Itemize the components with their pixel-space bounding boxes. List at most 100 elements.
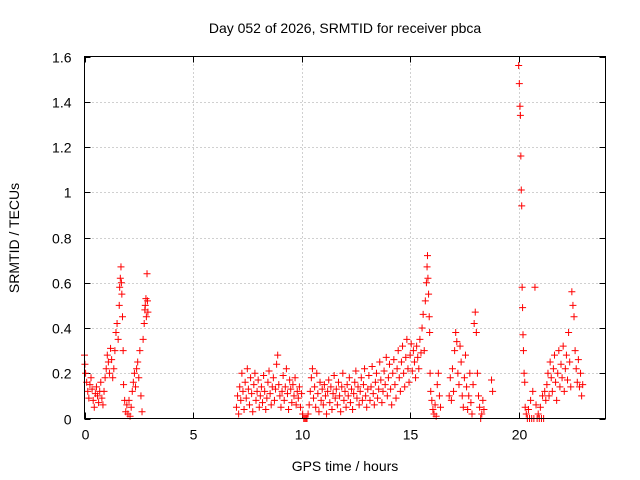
data-point [288, 399, 296, 407]
data-point [338, 383, 346, 391]
data-point [374, 394, 382, 402]
data-point [341, 387, 349, 395]
data-point [368, 362, 376, 370]
data-point [238, 369, 246, 377]
data-point [118, 313, 126, 321]
data-point [291, 374, 299, 382]
y-tick-label: 0.2 [52, 366, 72, 382]
data-point [318, 385, 326, 393]
data-point [355, 401, 363, 409]
data-point [141, 301, 149, 309]
data-point [349, 405, 357, 413]
data-point [103, 351, 111, 359]
data-point [266, 390, 274, 398]
data-point [348, 385, 356, 393]
data-point [561, 365, 569, 373]
data-point [382, 353, 390, 361]
data-point [245, 401, 253, 409]
data-point [237, 396, 245, 404]
data-point [279, 372, 287, 380]
data-point [102, 365, 110, 373]
data-point [457, 358, 465, 366]
data-point [333, 401, 341, 409]
data-point [390, 356, 398, 364]
data-point [421, 297, 429, 305]
data-point [88, 385, 96, 393]
data-point [437, 403, 445, 411]
data-point [574, 356, 582, 364]
data-point [361, 365, 369, 373]
data-point [476, 403, 484, 411]
data-point [320, 381, 328, 389]
data-point [423, 263, 431, 271]
data-point [267, 401, 275, 409]
data-point [471, 308, 479, 316]
data-point [95, 399, 103, 407]
data-point [386, 360, 394, 368]
data-point [134, 358, 142, 366]
data-point [518, 202, 526, 210]
data-point [420, 347, 428, 355]
data-point [248, 390, 256, 398]
data-point [470, 319, 478, 327]
data-point [264, 378, 272, 386]
data-point [408, 367, 416, 375]
data-point [331, 394, 339, 402]
data-point [549, 365, 557, 373]
data-point [460, 374, 468, 382]
data-point [427, 387, 435, 395]
data-point [414, 353, 422, 361]
data-point [140, 319, 148, 327]
data-point [290, 392, 298, 400]
data-point [127, 403, 135, 411]
data-point [550, 351, 558, 359]
data-point [423, 252, 431, 260]
data-point [304, 410, 312, 418]
data-point [117, 263, 125, 271]
data-point [89, 396, 97, 404]
data-point [241, 378, 249, 386]
data-point [234, 392, 242, 400]
y-tick-label: 1 [64, 185, 72, 201]
data-point [519, 347, 527, 355]
data-point [354, 383, 362, 391]
data-point [524, 405, 532, 413]
data-point [326, 399, 334, 407]
data-point [392, 394, 400, 402]
data-point [143, 270, 151, 278]
data-point [410, 358, 418, 366]
data-point [426, 329, 434, 337]
data-point [515, 80, 523, 88]
data-point [467, 399, 475, 407]
data-point [352, 367, 360, 375]
data-point [82, 369, 90, 377]
data-point [391, 381, 399, 389]
data-point [545, 392, 553, 400]
data-point [251, 369, 259, 377]
data-point [424, 274, 432, 282]
data-point [519, 331, 527, 339]
data-point [120, 381, 128, 389]
data-point [448, 365, 456, 373]
data-point [527, 396, 535, 404]
data-point [260, 372, 268, 380]
data-point [306, 387, 314, 395]
data-point [566, 358, 574, 366]
data-point [97, 378, 105, 386]
data-point [463, 383, 471, 391]
data-point [567, 383, 575, 391]
data-point [280, 396, 288, 404]
data-point [555, 347, 563, 355]
data-point [419, 310, 427, 318]
data-point [428, 396, 436, 404]
data-point [469, 381, 477, 389]
data-point [337, 408, 345, 416]
data-point [383, 392, 391, 400]
data-point [308, 365, 316, 373]
data-point [406, 351, 414, 359]
data-point [565, 329, 573, 337]
data-point [401, 383, 409, 391]
data-point [137, 392, 145, 400]
data-point [330, 372, 338, 380]
data-point [569, 301, 577, 309]
